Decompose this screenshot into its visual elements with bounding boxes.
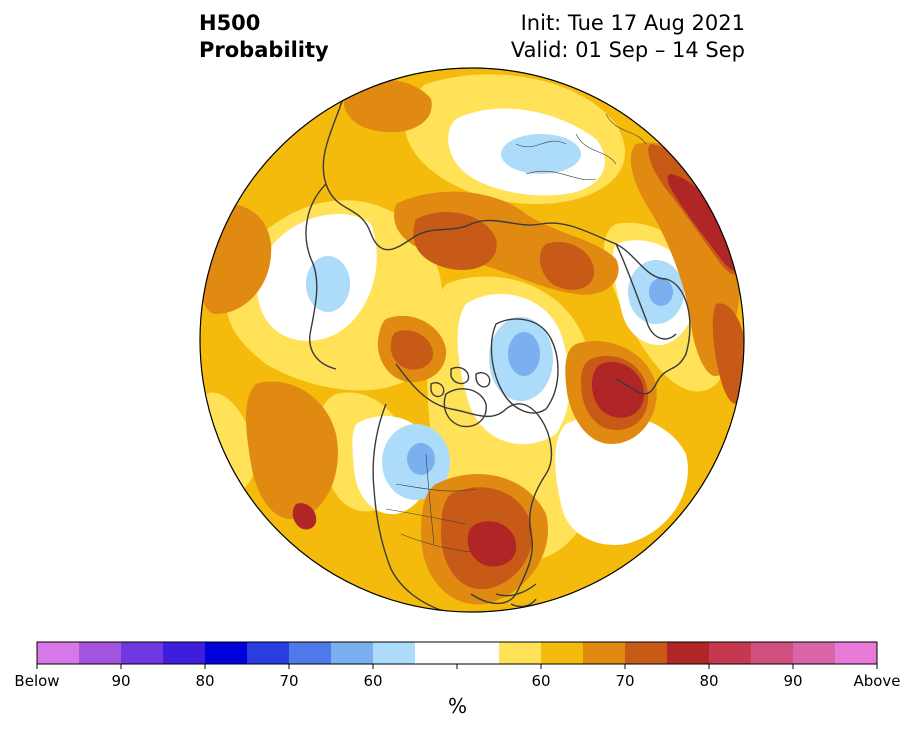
strong-above-region bbox=[539, 242, 595, 290]
colorbar-swatch bbox=[835, 642, 878, 664]
asia-coastline bbox=[305, 183, 337, 370]
mid-below-region bbox=[649, 278, 673, 306]
country-borders bbox=[385, 113, 647, 553]
very-strong-above-region bbox=[292, 503, 317, 530]
colorbar-tick-label: 90 bbox=[783, 672, 802, 690]
strong-above-region bbox=[413, 211, 497, 270]
colorbar-swatch bbox=[499, 642, 542, 664]
colorbar-swatch bbox=[163, 642, 206, 664]
colorbar-tick-label: 60 bbox=[363, 672, 382, 690]
colorbar-tick-label: 60 bbox=[531, 672, 550, 690]
mid-below-region bbox=[508, 332, 540, 376]
colorbar-swatch bbox=[751, 642, 794, 664]
colorbar-swatch bbox=[625, 642, 668, 664]
colorbar-tick-label: 70 bbox=[279, 672, 298, 690]
colorbar-swatch bbox=[415, 642, 458, 664]
north-america-coastline bbox=[395, 363, 553, 605]
strong-above-region bbox=[390, 330, 434, 370]
probability-colorbar: Below 90 80 70 60 60 70 80 90 Above bbox=[14, 641, 901, 690]
mid-above-region bbox=[343, 79, 432, 133]
colorbar-tick-label: Above bbox=[853, 672, 900, 690]
colorbar-tick-label: 80 bbox=[195, 672, 214, 690]
arctic-islands bbox=[430, 366, 491, 398]
colorbar-swatch bbox=[583, 642, 626, 664]
coastlines bbox=[305, 88, 691, 612]
map-title: H500 Probability bbox=[199, 10, 329, 64]
colorbar-tick-label: 90 bbox=[111, 672, 130, 690]
colorbar-swatch bbox=[373, 642, 416, 664]
map-boundary bbox=[199, 67, 745, 613]
valid-range: Valid: 01 Sep – 14 Sep bbox=[510, 38, 745, 62]
colorbar-tick-label: 80 bbox=[699, 672, 718, 690]
caribbean-coastline bbox=[495, 583, 537, 608]
hudson-bay-coastline bbox=[443, 388, 487, 428]
colorbar-swatch bbox=[121, 642, 164, 664]
strong-above-region bbox=[712, 303, 744, 404]
colorbar-tick-label: Below bbox=[14, 672, 59, 690]
colorbar-swatch bbox=[289, 642, 332, 664]
polar-probability-map bbox=[199, 67, 745, 613]
eurasia-coastline bbox=[322, 88, 691, 395]
colorbar-swatch bbox=[457, 642, 500, 664]
init-date: Init: Tue 17 Aug 2021 bbox=[520, 11, 745, 35]
colorbar-swatch bbox=[331, 642, 374, 664]
title-subtitle: Probability bbox=[199, 38, 329, 62]
forecast-dates: Init: Tue 17 Aug 2021 Valid: 01 Sep – 14… bbox=[511, 10, 745, 64]
colorbar-swatch bbox=[541, 642, 584, 664]
very-strong-above-region bbox=[591, 361, 644, 418]
mid-below-region bbox=[407, 443, 435, 475]
greenland-coastline bbox=[490, 318, 559, 414]
colorbar-swatch bbox=[37, 642, 80, 664]
west-coast-coastline bbox=[372, 403, 447, 612]
scandinavia-coastline bbox=[615, 243, 677, 340]
colorbar-swatch bbox=[205, 642, 248, 664]
colorbar-unit-label: % bbox=[447, 694, 467, 718]
mid-above-region bbox=[246, 381, 338, 520]
title-variable: H500 bbox=[199, 11, 261, 35]
colorbar-swatch bbox=[79, 642, 122, 664]
colorbar-swatch bbox=[793, 642, 836, 664]
light-below-region bbox=[501, 134, 581, 174]
neutral-region bbox=[555, 414, 688, 545]
colorbar-tick-label: 70 bbox=[615, 672, 634, 690]
map-field bbox=[200, 68, 744, 612]
light-below-region bbox=[306, 256, 350, 312]
very-strong-above-region bbox=[667, 174, 743, 272]
very-strong-above-region bbox=[467, 521, 517, 567]
colorbar-swatch bbox=[709, 642, 752, 664]
colorbar-swatch bbox=[667, 642, 710, 664]
colorbar-swatch bbox=[247, 642, 290, 664]
